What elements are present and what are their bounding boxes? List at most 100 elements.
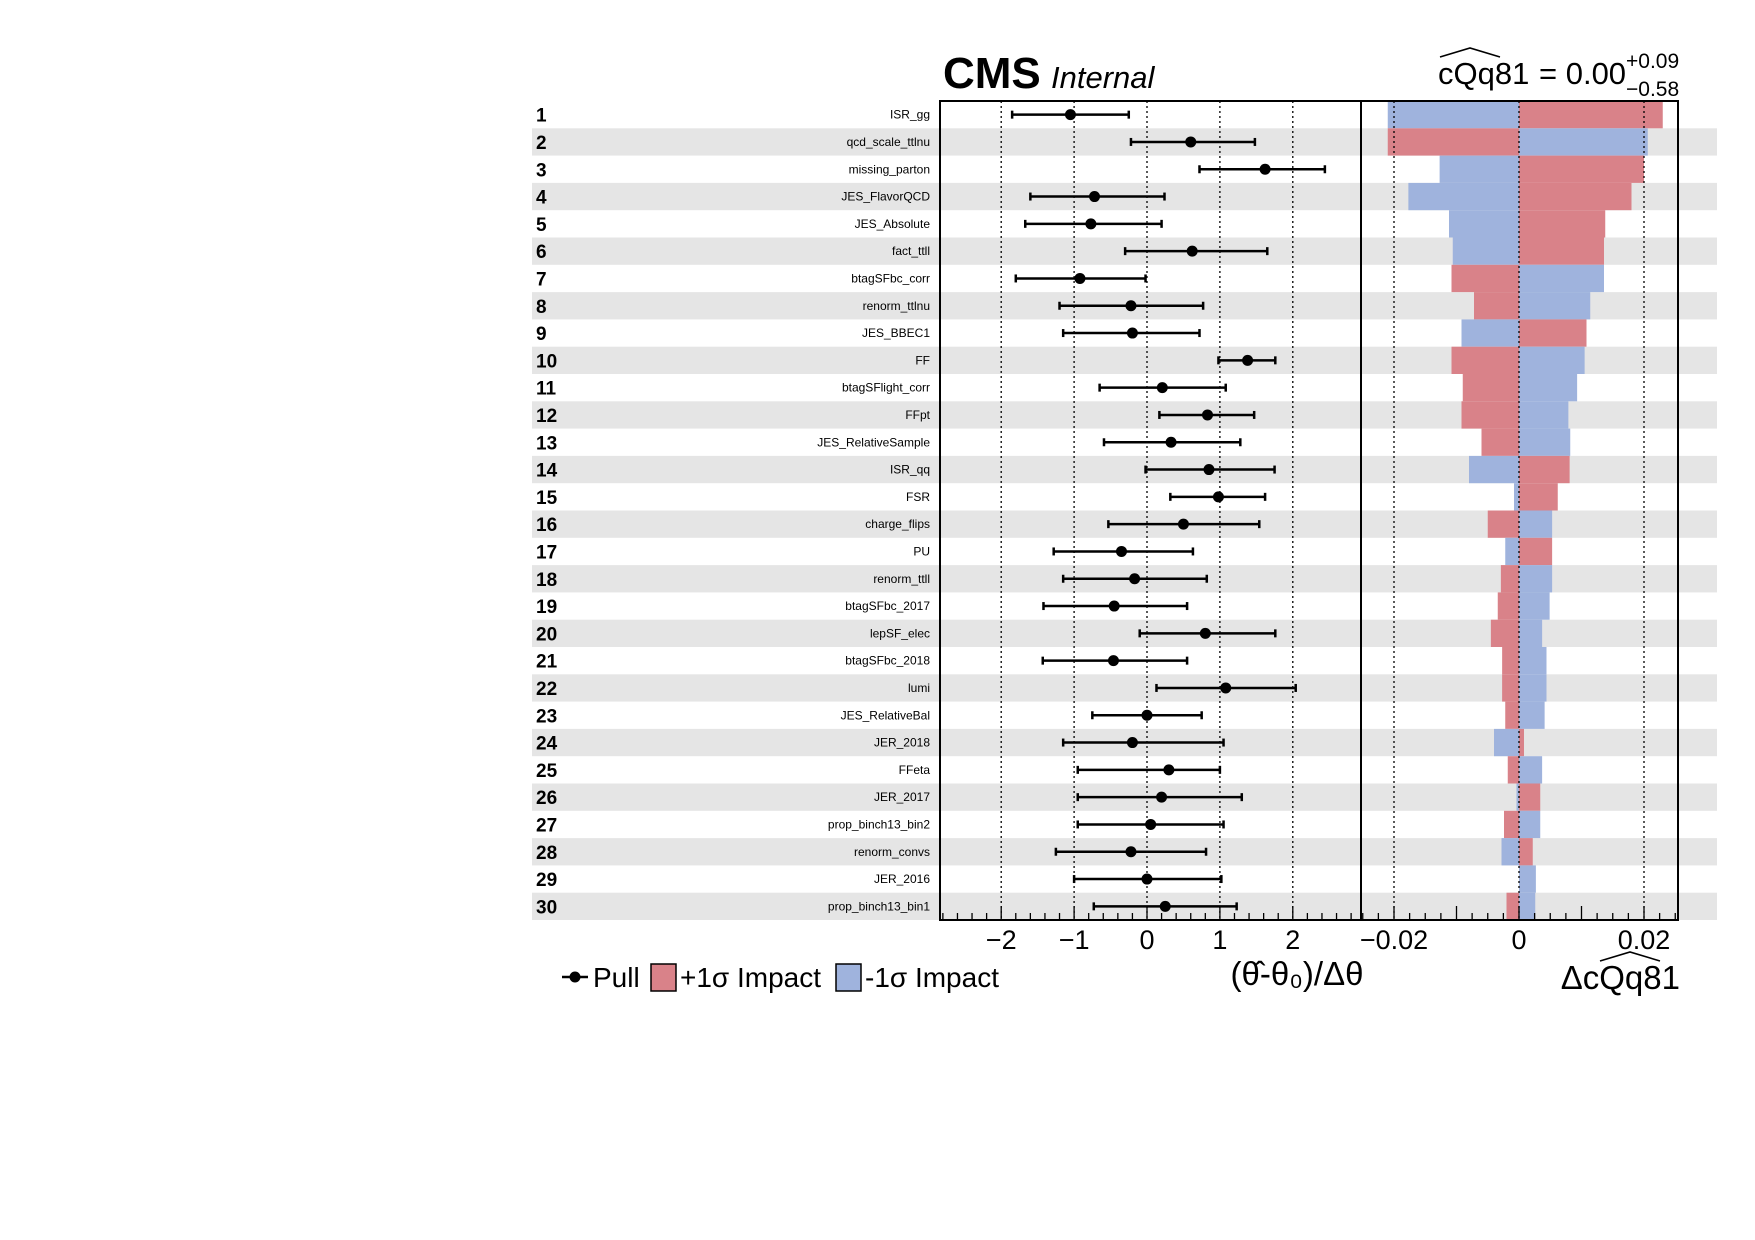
parameter-name: FFpt — [905, 408, 930, 422]
pull-marker — [1125, 846, 1137, 858]
pull-marker — [1199, 627, 1211, 639]
parameter-name: btagSFbc_2018 — [845, 654, 930, 668]
minus-impact-bar — [1519, 674, 1547, 702]
rank-label: 25 — [536, 761, 558, 782]
parameter-labels: 1 ISR_gg 2 qcd_scale_ttlnu 3 missing_parton 4 J… — [536, 106, 931, 919]
minus-impact-bar — [1519, 592, 1550, 620]
minus-impact-bar — [1505, 537, 1519, 566]
rank-label: 30 — [536, 897, 557, 918]
minus-impact-bar — [1519, 374, 1578, 402]
pull-marker — [1156, 382, 1168, 394]
pull-axis-title: (θ̂-θ₀)/Δθ — [1231, 955, 1364, 992]
parameter-name: FSR — [906, 490, 930, 504]
minus-impact-bar — [1519, 401, 1569, 429]
legend: Pull +1σ Impact -1σ Impact — [562, 962, 999, 993]
legend-pull-label: Pull — [593, 962, 640, 993]
parameter-name: renorm_ttlnu — [863, 299, 930, 313]
axis-ticks: −2 −1 0 1 2 −0.02 0 0.02 — [942, 906, 1676, 955]
parameter-name: prop_binch13_bin2 — [828, 817, 930, 831]
parameter-name: JES_RelativeSample — [817, 435, 930, 449]
pull-tick-label: 2 — [1285, 925, 1300, 955]
legend-minus-label: -1σ Impact — [865, 962, 999, 993]
legend-pull-marker-icon — [569, 971, 581, 983]
poi-result: cQq81 = 0.00 +0.09 −0.58 — [1438, 47, 1679, 101]
impact-bars — [1387, 101, 1663, 920]
poi-name: cQq81 — [1438, 56, 1529, 91]
impact-hat-icon — [1599, 951, 1661, 962]
plus-impact-bar — [1519, 455, 1570, 484]
minus-impact-bar — [1461, 319, 1519, 347]
plus-impact-bar — [1505, 701, 1519, 729]
parameter-name: prop_binch13_bin1 — [828, 899, 930, 913]
rank-label: 11 — [536, 379, 557, 400]
pull-marker — [1126, 327, 1138, 339]
minus-impact-bar — [1408, 182, 1519, 211]
plus-impact-bar — [1519, 155, 1644, 183]
rank-label: 3 — [536, 160, 547, 181]
pull-marker — [1212, 491, 1224, 503]
minus-impact-bar — [1452, 237, 1519, 265]
pull-marker — [1242, 354, 1254, 366]
parameter-name: qcd_scale_ttlnu — [847, 135, 930, 149]
pull-marker — [1220, 682, 1232, 694]
minus-impact-bar — [1514, 483, 1519, 511]
rank-label: 28 — [536, 843, 557, 864]
pull-marker — [1089, 191, 1101, 203]
impact-tick-label: 0.02 — [1618, 925, 1671, 955]
rank-label: 20 — [536, 624, 557, 645]
poi-value: = 0.00 — [1539, 56, 1626, 91]
plus-impact-bar — [1451, 264, 1519, 293]
parameter-name: JES_BBEC1 — [862, 326, 930, 340]
rank-label: 7 — [536, 269, 547, 290]
pull-marker — [1141, 709, 1153, 721]
pull-marker — [1185, 136, 1197, 148]
rank-label: 27 — [536, 815, 557, 836]
pull-tick-label: −2 — [986, 925, 1017, 955]
poi-error-down: −0.58 — [1626, 78, 1679, 101]
parameter-name: JES_RelativeBal — [841, 708, 930, 722]
pull-marker — [1259, 163, 1271, 175]
experiment-label: CMS — [943, 49, 1041, 98]
minus-impact-bar — [1494, 728, 1519, 757]
parameter-name: FFeta — [899, 763, 931, 777]
rank-label: 29 — [536, 870, 557, 891]
plus-impact-bar — [1502, 674, 1519, 702]
minus-impact-bar — [1519, 647, 1547, 675]
pull-marker — [1159, 900, 1171, 912]
pull-marker — [1126, 737, 1138, 749]
plus-impact-bar — [1461, 401, 1519, 429]
rank-label: 9 — [536, 324, 547, 345]
pull-tick-label: 0 — [1139, 925, 1154, 955]
minus-impact-bar — [1519, 701, 1545, 729]
plus-impact-bar — [1519, 838, 1533, 866]
gridlines — [1000, 101, 1645, 920]
legend-minus-swatch — [835, 963, 862, 992]
parameter-name: lepSF_elec — [870, 626, 930, 640]
pull-marker — [1074, 272, 1086, 284]
poi-hat-icon — [1439, 47, 1501, 58]
plus-impact-bar — [1507, 756, 1519, 784]
parameter-name: ISR_qq — [890, 463, 930, 477]
plus-impact-bar — [1474, 292, 1519, 320]
rank-label: 4 — [536, 188, 547, 209]
plus-impact-bar — [1519, 182, 1632, 211]
rank-label: 14 — [536, 461, 558, 482]
minus-impact-bar — [1469, 455, 1519, 484]
rank-label: 8 — [536, 297, 547, 318]
rank-label: 17 — [536, 542, 557, 563]
minus-impact-bar — [1519, 128, 1648, 156]
minus-impact-bar — [1519, 264, 1604, 293]
plus-impact-bar — [1519, 101, 1663, 129]
impact-axis-title-group: ΔcQq81 — [1561, 951, 1680, 996]
rank-label: 16 — [536, 515, 557, 536]
rank-label: 15 — [536, 488, 558, 509]
parameter-name: renorm_ttll — [873, 572, 930, 586]
pull-marker — [1165, 436, 1177, 448]
pull-marker — [1202, 409, 1214, 421]
parameter-name: missing_parton — [849, 162, 930, 176]
plus-impact-bar — [1490, 619, 1519, 647]
minus-impact-bar — [1519, 892, 1536, 920]
rank-label: 2 — [536, 133, 547, 154]
pull-markers — [1010, 109, 1327, 912]
